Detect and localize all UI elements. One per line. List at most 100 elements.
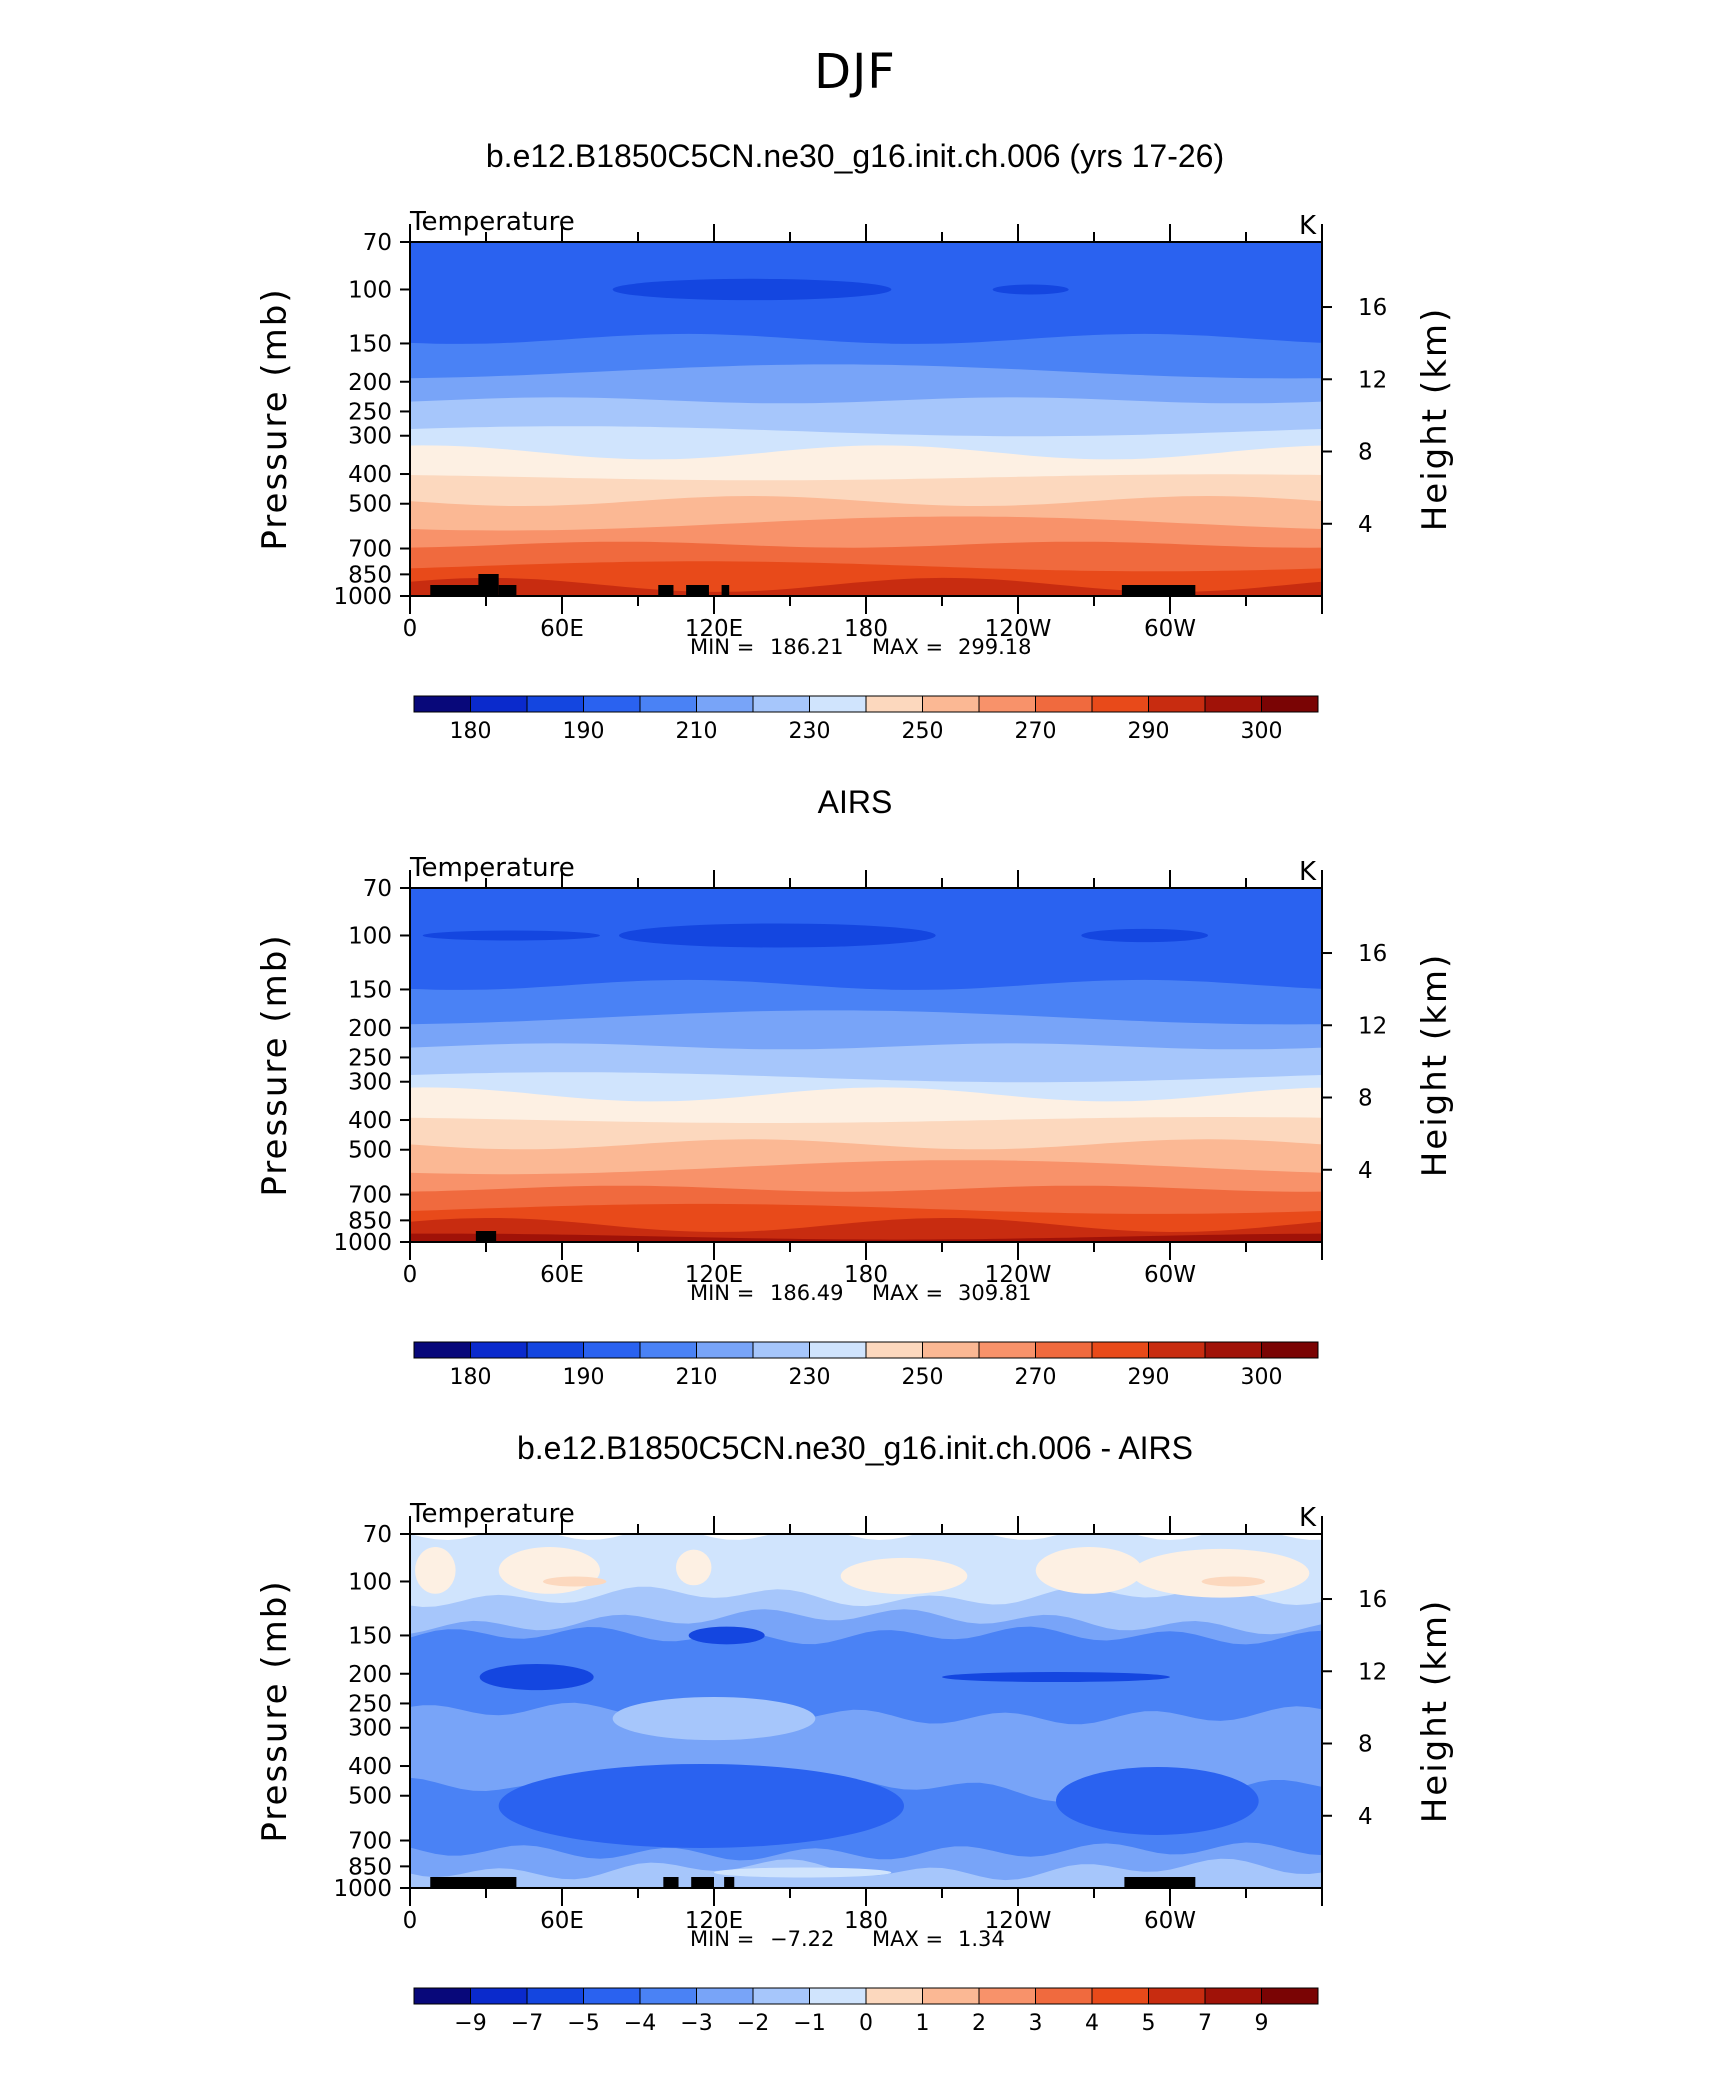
x-tick-label: 120W — [985, 1908, 1052, 1934]
terrain-mask — [663, 1877, 679, 1888]
contour-feature — [1201, 1576, 1266, 1587]
y-tick-label: 500 — [348, 1784, 392, 1810]
min-value: 186.21 — [770, 635, 843, 659]
colorbar-box — [922, 1987, 980, 2005]
colorbar-box — [1035, 1341, 1093, 1359]
colorbar-box — [865, 1341, 923, 1359]
colorbar-label: −4 — [624, 2011, 656, 2036]
x-tick-label: 180 — [844, 1908, 888, 1934]
y-tick-label: 400 — [348, 462, 392, 488]
y-tick-label: 150 — [348, 331, 392, 357]
plot-units: K — [1299, 1503, 1317, 1533]
colorbar-box — [639, 1341, 697, 1359]
x-tick-label: 60W — [1144, 1262, 1196, 1288]
x-tick-label: 0 — [403, 1908, 418, 1934]
y-tick-label: 700 — [348, 1183, 392, 1209]
plot-left-label: Temperature — [409, 853, 575, 883]
x-tick-label: 60W — [1144, 616, 1196, 642]
plot-units: K — [1299, 857, 1317, 887]
contour-feature — [714, 1867, 892, 1878]
y-tick-label: 300 — [348, 1070, 392, 1096]
x-tick-label: 0 — [403, 1262, 418, 1288]
x-tick-label: 60E — [540, 1262, 584, 1288]
y-tick-label: 850 — [348, 562, 392, 588]
contour-field — [410, 242, 1322, 596]
colorbar-box — [1091, 1341, 1149, 1359]
y-tick-label: 70 — [363, 1522, 392, 1548]
colorbar-box — [752, 1341, 810, 1359]
plot-units: K — [1299, 211, 1317, 241]
y-right-axis-title: Height (km) — [1415, 307, 1455, 532]
max-label: MAX = — [872, 1281, 943, 1305]
contour-feature — [1081, 928, 1208, 943]
contour-feature — [992, 284, 1069, 295]
colorbar-box — [752, 695, 810, 713]
contour-plot-model: Temperature K7010015020025030040050070085… — [255, 207, 1455, 744]
colorbar-box — [1261, 695, 1319, 713]
colorbar-box — [639, 1987, 697, 2005]
terrain-mask — [430, 1877, 517, 1888]
min-value: −7.22 — [770, 1927, 834, 1951]
colorbar-box — [583, 695, 641, 713]
y-tick-label: 500 — [348, 1138, 392, 1164]
colorbar-label: 180 — [450, 719, 492, 744]
colorbar-label: 190 — [563, 719, 605, 744]
y-right-tick-label: 12 — [1358, 1013, 1387, 1039]
panel-model: b.e12.B1850C5CN.ne30_g16.init.ch.006 (yr… — [0, 138, 1710, 778]
colorbar-box — [696, 1341, 754, 1359]
terrain-mask — [478, 1877, 514, 1888]
y-tick-label: 200 — [348, 1662, 392, 1688]
colorbar-label: 5 — [1142, 2011, 1156, 2036]
colorbar-label: 250 — [902, 1365, 944, 1390]
colorbar-box — [526, 1987, 584, 2005]
x-tick-label: 120E — [685, 1908, 743, 1934]
contour-feature — [543, 1576, 607, 1587]
main-title: DJF — [814, 44, 896, 100]
max-label: MAX = — [872, 635, 943, 659]
terrain-mask — [691, 1877, 714, 1888]
y-axis-title: Pressure (mb) — [255, 933, 295, 1196]
x-tick-label: 120W — [985, 616, 1052, 642]
y-tick-label: 1000 — [333, 1876, 392, 1902]
y-tick-label: 250 — [348, 1045, 392, 1071]
colorbar-label: 290 — [1128, 719, 1170, 744]
y-tick-label: 200 — [348, 1016, 392, 1042]
y-right-axis-title: Height (km) — [1415, 1599, 1455, 1824]
colorbar-label: 0 — [859, 2011, 873, 2036]
y-axis-title: Pressure (mb) — [255, 287, 295, 550]
colorbar-label: 290 — [1128, 1365, 1170, 1390]
contour-feature — [612, 278, 892, 301]
colorbar-box — [1204, 1341, 1262, 1359]
y-tick-label: 150 — [348, 1623, 392, 1649]
colorbar-box — [639, 695, 697, 713]
contour-feature — [498, 1763, 904, 1848]
colorbar-box — [413, 1341, 471, 1359]
colorbar-label: −5 — [567, 2011, 599, 2036]
y-tick-label: 250 — [348, 399, 392, 425]
contour-feature — [1056, 1766, 1259, 1835]
y-right-tick-label: 4 — [1358, 1158, 1373, 1184]
colorbar-box — [526, 1341, 584, 1359]
y-axis-title: Pressure (mb) — [255, 1579, 295, 1842]
terrain-mask — [1121, 585, 1196, 596]
colorbar-box — [865, 695, 923, 713]
x-tick-label: 60E — [540, 1908, 584, 1934]
contour-feature — [688, 1626, 765, 1645]
y-tick-label: 250 — [348, 1691, 392, 1717]
y-right-tick-label: 16 — [1358, 941, 1387, 967]
y-tick-label: 850 — [348, 1854, 392, 1880]
colorbar-label: 210 — [676, 1365, 718, 1390]
colorbar-box — [696, 1987, 754, 2005]
colorbar-box — [865, 1987, 923, 2005]
panel-title: b.e12.B1850C5CN.ne30_g16.init.ch.006 (yr… — [485, 138, 1225, 174]
plot-left-label: Temperature — [409, 207, 575, 237]
max-value: 1.34 — [958, 1927, 1005, 1951]
x-tick-label: 120E — [685, 1262, 743, 1288]
colorbar-label: 4 — [1085, 2011, 1099, 2036]
colorbar-box — [1261, 1987, 1319, 2005]
colorbar-box — [470, 1341, 528, 1359]
min-label: MIN = — [690, 635, 754, 659]
terrain-mask — [1124, 1877, 1196, 1888]
colorbar-label: 270 — [1015, 1365, 1057, 1390]
colorbar-label: 210 — [676, 719, 718, 744]
